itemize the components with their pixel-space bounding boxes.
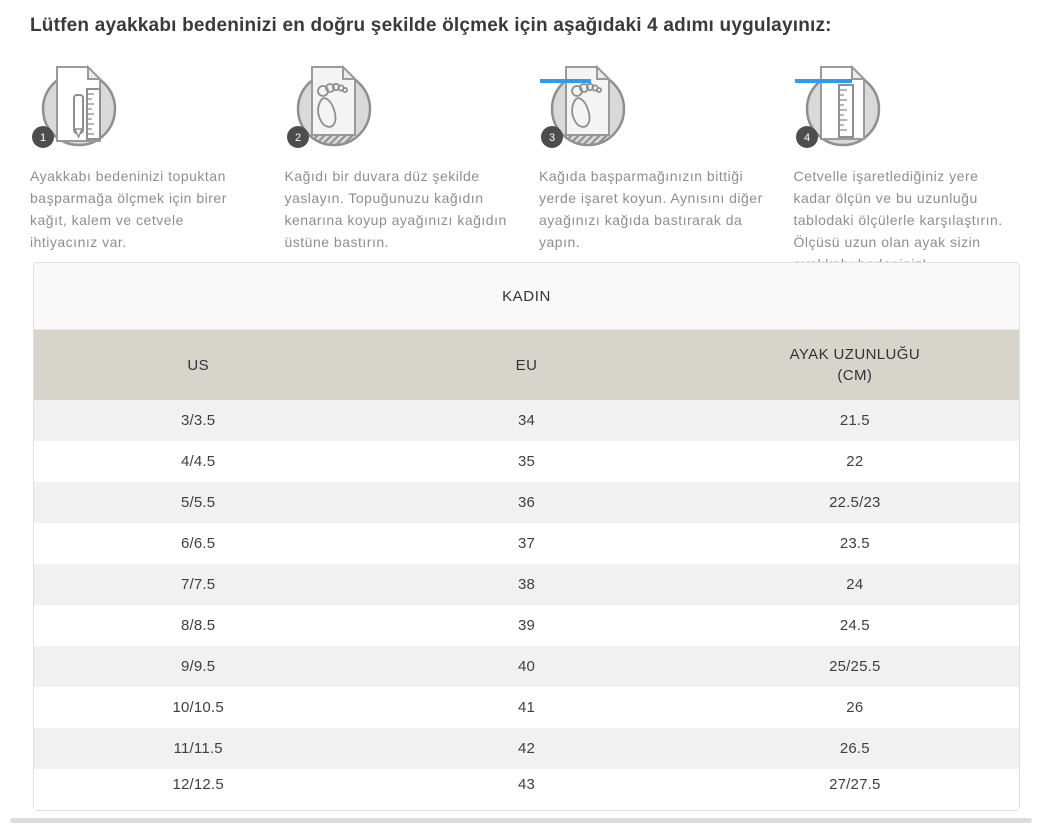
eu-cell: 34 bbox=[517, 412, 536, 429]
paper-pencil-ruler-icon: 1 bbox=[30, 63, 255, 151]
cm-cell: 22.5/23 bbox=[829, 494, 881, 511]
column-header-eu: EU bbox=[362, 330, 691, 400]
us-cell: 5/5.5 bbox=[180, 494, 216, 511]
eu-cell: 36 bbox=[517, 494, 536, 511]
us-cell: 7/7.5 bbox=[180, 576, 216, 593]
us-cell: 10/10.5 bbox=[172, 699, 224, 716]
eu-cell: 35 bbox=[517, 453, 536, 470]
table-row: 3/3.5 34 21.5 bbox=[34, 400, 1019, 441]
column-header-us: US bbox=[34, 330, 363, 400]
table-row: 6/6.5 37 23.5 bbox=[34, 523, 1019, 564]
us-cell: 8/8.5 bbox=[180, 617, 216, 634]
step-1-badge: 1 bbox=[40, 132, 46, 144]
women-size-table: KADIN US EU AYAK UZUNLUĞU (CM) 3/3.5 34 … bbox=[34, 263, 1019, 810]
foot-mark-on-paper-icon: 3 bbox=[539, 63, 764, 151]
cm-cell: 24 bbox=[846, 576, 864, 593]
size-table-container: KADIN US EU AYAK UZUNLUĞU (CM) 3/3.5 34 … bbox=[33, 262, 1020, 811]
cm-cell: 24.5 bbox=[839, 617, 870, 634]
us-cell: 11/11.5 bbox=[173, 740, 223, 757]
cm-cell: 23.5 bbox=[839, 535, 870, 552]
table-row: 5/5.5 36 22.5/23 bbox=[34, 482, 1019, 523]
table-header-row: US EU AYAK UZUNLUĞU (CM) bbox=[34, 330, 1019, 400]
horizontal-scrollbar-thumb[interactable] bbox=[10, 818, 1032, 823]
cm-cell: 27/27.5 bbox=[829, 776, 881, 793]
measurement-steps: 1 Ayakkabı bedeninizi topuktan başparmağ… bbox=[30, 63, 1018, 275]
ruler-measure-icon: 4 bbox=[794, 63, 1019, 151]
step-2-text: Kağıdı bir duvara düz şekilde yaslayın. … bbox=[284, 168, 507, 250]
step-3-badge: 3 bbox=[549, 132, 555, 144]
table-row: 4/4.5 35 22 bbox=[34, 441, 1019, 482]
us-cell: 3/3.5 bbox=[180, 412, 216, 429]
eu-cell: 39 bbox=[517, 617, 536, 634]
eu-cell: 41 bbox=[517, 699, 536, 716]
cm-cell: 26.5 bbox=[839, 740, 870, 757]
step-4: 4 Cetvelle işaretlediğiniz yere kadar öl… bbox=[794, 63, 1019, 275]
step-3-text: Kağıda başparmağınızın bittiği yerde işa… bbox=[539, 168, 763, 250]
table-row: 12/12.5 43 27/27.5 bbox=[34, 769, 1019, 810]
step-4-badge: 4 bbox=[803, 132, 809, 144]
step-3: 3 Kağıda başparmağınızın bittiği yerde i… bbox=[539, 63, 764, 275]
us-cell: 6/6.5 bbox=[180, 535, 216, 552]
us-cell: 9/9.5 bbox=[180, 658, 216, 675]
table-row: 10/10.5 41 26 bbox=[34, 687, 1019, 728]
cm-cell: 22 bbox=[846, 453, 864, 470]
eu-cell: 40 bbox=[517, 658, 536, 675]
step-2: 2 Kağıdı bir duvara düz şekilde yaslayın… bbox=[285, 63, 510, 275]
step-1: 1 Ayakkabı bedeninizi topuktan başparmağ… bbox=[30, 63, 255, 275]
cm-cell: 25/25.5 bbox=[829, 658, 881, 675]
step-2-badge: 2 bbox=[294, 132, 300, 144]
eu-cell: 42 bbox=[517, 740, 536, 757]
step-4-text: Cetvelle işaretlediğiniz yere kadar ölçü… bbox=[793, 168, 1003, 272]
page-title: Lütfen ayakkabı bedeninizi en doğru şeki… bbox=[30, 15, 832, 36]
table-row: 8/8.5 39 24.5 bbox=[34, 605, 1019, 646]
cm-cell: 26 bbox=[846, 699, 864, 716]
eu-cell: 43 bbox=[517, 776, 536, 793]
step-1-text: Ayakkabı bedeninizi topuktan başparmağa … bbox=[30, 168, 227, 250]
cm-cell: 21.5 bbox=[839, 412, 870, 429]
foot-on-paper-icon: 2 bbox=[285, 63, 510, 151]
table-row: 9/9.5 40 25/25.5 bbox=[34, 646, 1019, 687]
column-header-cm: AYAK UZUNLUĞU (CM) bbox=[690, 330, 1019, 400]
table-caption-kadin: KADIN bbox=[34, 263, 1019, 330]
us-cell: 4/4.5 bbox=[180, 453, 216, 470]
eu-cell: 37 bbox=[517, 535, 536, 552]
table-row: 7/7.5 38 24 bbox=[34, 564, 1019, 605]
us-cell: 12/12.5 bbox=[172, 776, 224, 793]
eu-cell: 38 bbox=[517, 576, 536, 593]
table-row: 11/11.5 42 26.5 bbox=[34, 728, 1019, 769]
